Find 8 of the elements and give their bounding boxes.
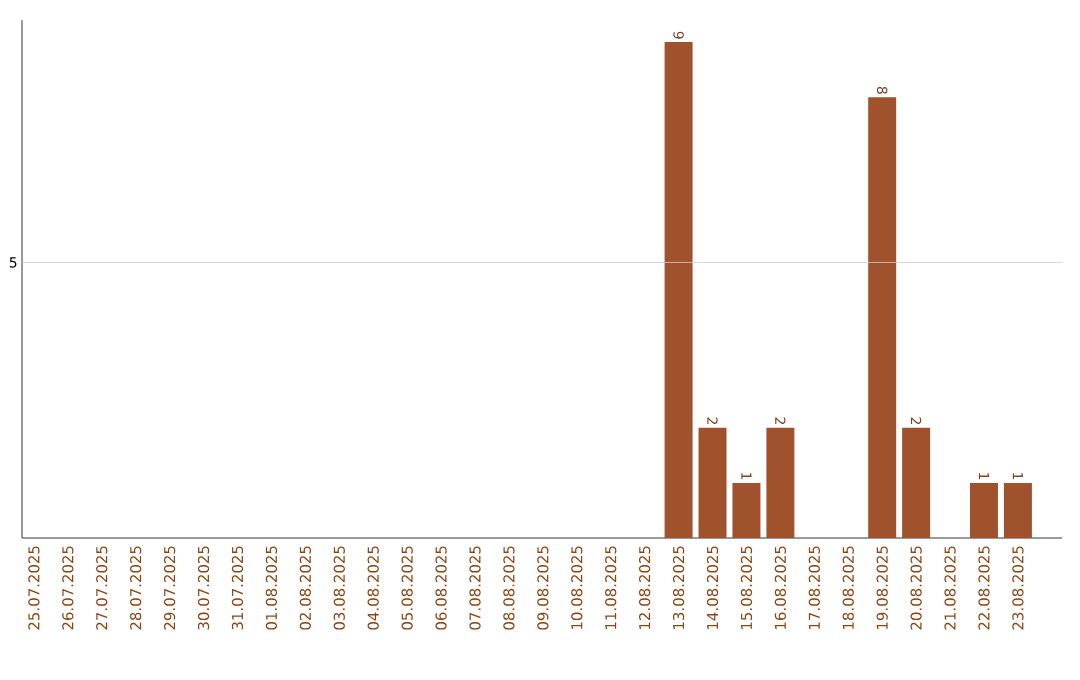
bar <box>969 482 998 538</box>
bar <box>868 97 897 538</box>
bar <box>766 427 795 538</box>
bar <box>902 427 931 538</box>
bar <box>698 427 727 538</box>
bar <box>664 42 693 538</box>
bar <box>732 482 761 538</box>
bar <box>1003 482 1032 538</box>
